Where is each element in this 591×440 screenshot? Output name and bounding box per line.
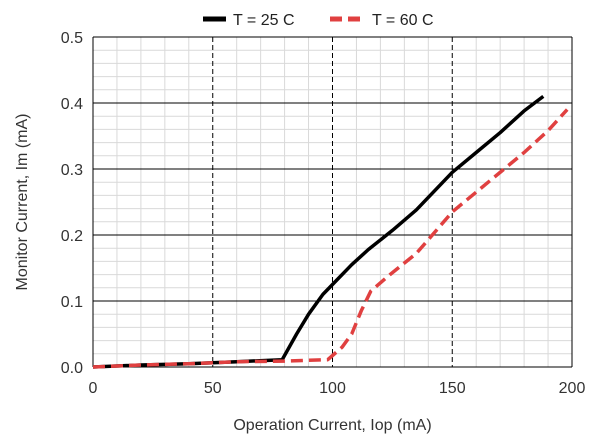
series-line-t60 [92,108,569,369]
legend-label-t25: T = 25 C [233,12,295,29]
y-tick-label: 0.5 [61,30,83,47]
series-layer [92,95,569,369]
x-tick-label: 0 [89,380,98,397]
legend: T = 25 C T = 60 C [203,12,434,29]
y-tick-label: 0.3 [61,162,83,179]
legend-label-t60: T = 60 C [372,12,434,29]
y-tick-label: 0.0 [61,360,83,377]
y-tick-label: 0.1 [61,294,83,311]
x-tick-labels: 0 50 100 150 200 [89,380,586,397]
x-axis-title: Operation Current, Iop (mA) [233,417,431,434]
x-tick-label: 200 [559,380,586,397]
y-tick-label: 0.4 [61,96,83,113]
y-tick-labels: 0.0 0.1 0.2 0.3 0.4 0.5 [61,30,83,377]
y-tick-label: 0.2 [61,228,83,245]
y-axis-title: Monitor Current, Im (mA) [14,114,31,291]
major-gridlines [92,36,573,368]
x-tick-label: 100 [319,380,346,397]
x-tick-label: 50 [204,380,222,397]
x-tick-label: 150 [439,380,466,397]
